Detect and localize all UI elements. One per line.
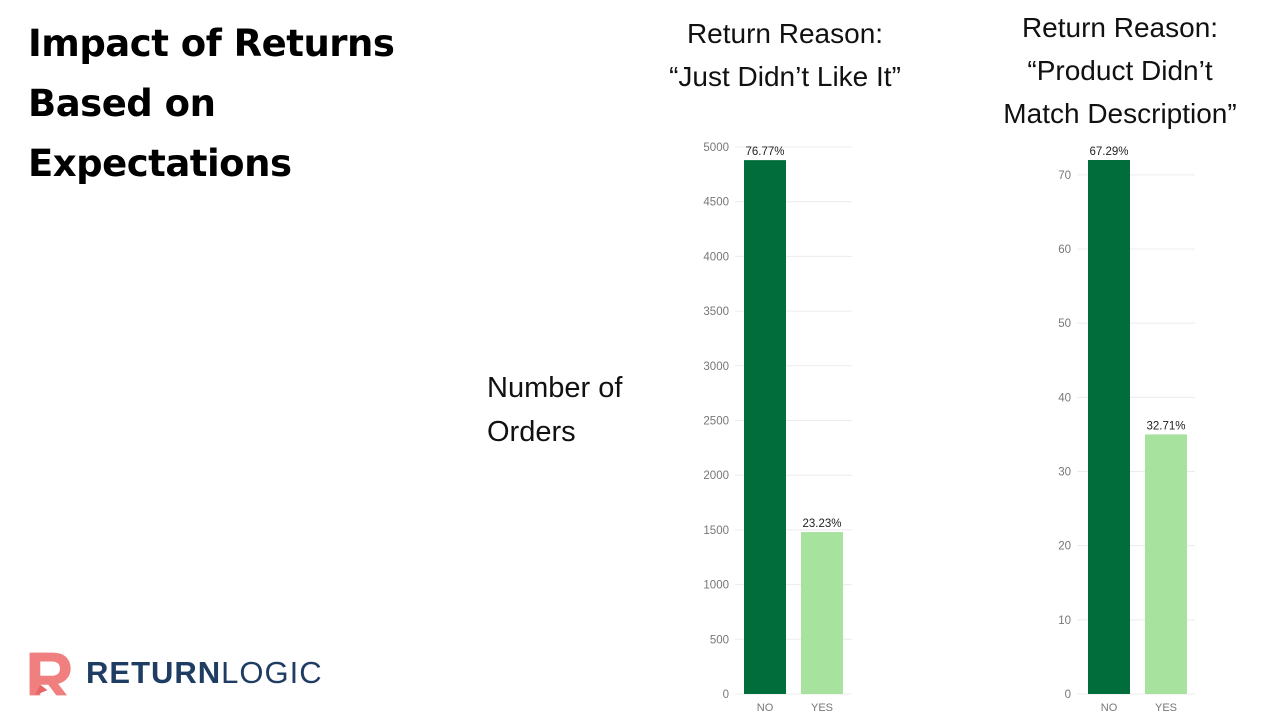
data-label: 32.71% xyxy=(1146,420,1185,432)
y-tick-label: 60 xyxy=(1058,244,1071,256)
y-tick-label: 2000 xyxy=(703,470,729,482)
y-tick-label: 5000 xyxy=(703,142,729,154)
logo-word-bold: RETURN xyxy=(86,655,222,690)
slide-title: Impact of Returns Based on Expectations xyxy=(28,14,448,194)
y-axis-caption-line: Number of xyxy=(487,372,623,404)
y-tick-label: 70 xyxy=(1058,170,1071,182)
y-tick-label: 50 xyxy=(1058,318,1071,330)
y-tick-label: 40 xyxy=(1058,392,1071,404)
y-tick-label: 3000 xyxy=(703,361,729,373)
bar-yes xyxy=(1145,434,1187,694)
chart-title-line: Return Reason: xyxy=(686,18,884,49)
data-label: 76.77% xyxy=(745,146,784,158)
x-category-label: NO xyxy=(1101,702,1118,714)
logo-word-light: LOGIC xyxy=(221,655,323,690)
y-tick-label: 30 xyxy=(1058,467,1071,479)
y-tick-label: 4500 xyxy=(703,197,729,209)
chart-title-line: “Product Didn’t xyxy=(1027,55,1213,86)
chart-title-line: “Just Didn’t Like It” xyxy=(669,61,901,92)
y-tick-label: 0 xyxy=(723,689,729,701)
y-tick-label: 0 xyxy=(1065,689,1071,701)
y-tick-label: 10 xyxy=(1058,615,1071,627)
x-category-label: NO xyxy=(757,702,774,714)
y-tick-label: 20 xyxy=(1058,541,1071,553)
y-axis-caption: Number of Orders xyxy=(487,366,647,454)
x-category-label: YES xyxy=(1155,702,1177,714)
returnlogic-wordmark: RETURNLOGIC xyxy=(86,655,323,691)
slide-title-line: Expectations xyxy=(28,142,292,185)
data-label: 23.23% xyxy=(802,518,841,530)
y-axis-caption-line: Orders xyxy=(487,416,576,448)
chart-title-line: Return Reason: xyxy=(1021,12,1219,43)
y-tick-label: 3500 xyxy=(703,306,729,318)
slide-title-line: Based on xyxy=(28,82,216,125)
y-tick-label: 1000 xyxy=(703,580,729,592)
chart-title-left: Return Reason: “Just Didn’t Like It” xyxy=(620,12,950,98)
y-tick-label: 2500 xyxy=(703,416,729,428)
returnlogic-logo-icon xyxy=(29,652,71,696)
chart-title-right: Return Reason: “Product Didn’t Match Des… xyxy=(970,6,1270,135)
bar-yes xyxy=(801,532,843,694)
y-tick-label: 4000 xyxy=(703,251,729,263)
x-category-label: YES xyxy=(811,702,833,714)
bar-no xyxy=(1088,160,1130,694)
y-tick-label: 500 xyxy=(710,634,729,646)
slide-title-line: Impact of Returns xyxy=(28,22,395,65)
y-tick-label: 1500 xyxy=(703,525,729,537)
chart-title-line: Match Description” xyxy=(1003,98,1237,129)
data-label: 67.29% xyxy=(1089,146,1128,158)
bar-no xyxy=(744,160,786,695)
